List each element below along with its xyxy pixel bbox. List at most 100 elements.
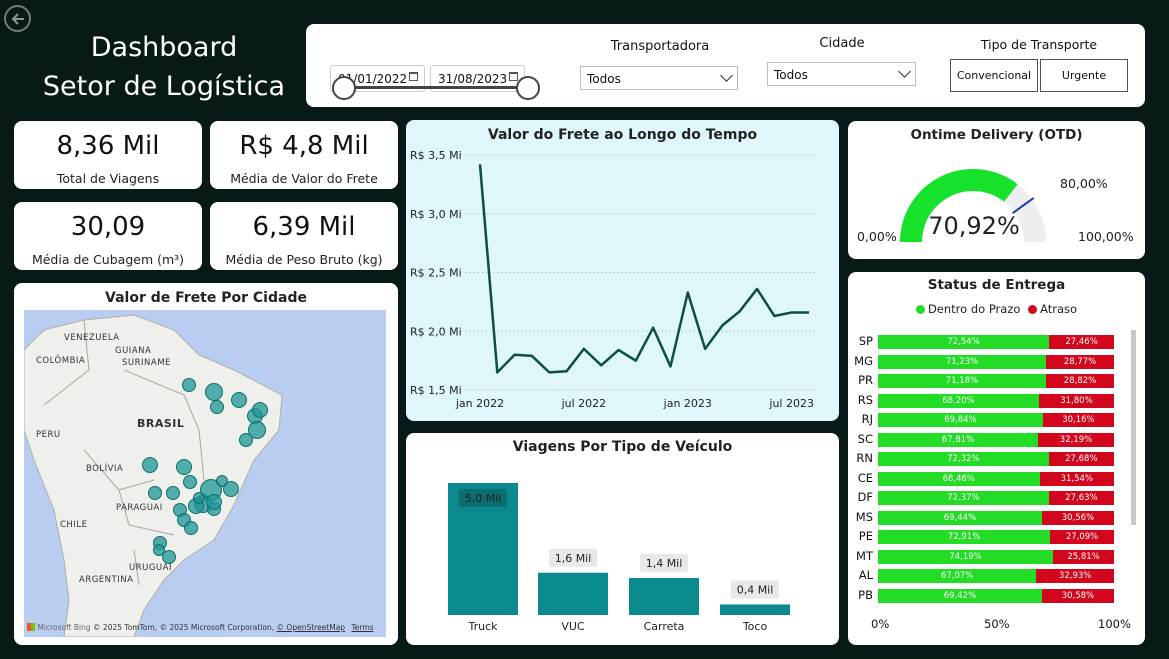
city-bubble[interactable] — [148, 486, 162, 500]
date-slider-handle-start[interactable] — [332, 76, 356, 100]
city-freight-map[interactable]: VENEZUELA COLÔMBIA GUIANA SURINAME BRASI… — [24, 310, 386, 637]
bar-on-time[interactable]: 69,42% — [878, 588, 1042, 603]
bar[interactable] — [629, 578, 699, 615]
bar-on-time[interactable]: 72,91% — [878, 530, 1051, 544]
map-label: CHILE — [60, 520, 88, 530]
bar-on-time[interactable]: 69,44% — [878, 510, 1042, 525]
bar-on-time[interactable]: 69,84% — [878, 413, 1043, 427]
city-bubble[interactable] — [206, 494, 222, 510]
attribution-text: © 2025 TomTom, © 2025 Microsoft Corporat… — [93, 623, 275, 632]
kpi-media-frete: R$ 4,8 Mil Média de Valor do Frete — [210, 121, 398, 189]
data-label: 0,4 Mil — [737, 583, 774, 596]
kpi-media-cubagem: 30,09 Média de Cubagem (m³) — [14, 202, 202, 270]
map-attribution: Microsoft Bing © 2025 TomTom, © 2025 Mic… — [27, 623, 374, 632]
bar-on-time[interactable]: 71,23% — [878, 354, 1047, 369]
bar-delayed[interactable]: 27,63% — [1048, 491, 1114, 505]
otd-max-label: 100,00% — [1078, 229, 1134, 244]
city-bubble[interactable] — [184, 521, 198, 535]
city-bubble[interactable] — [153, 544, 165, 556]
filter-bar: 01/01/2022 31/08/2023 Transportadora Tod… — [306, 24, 1145, 107]
bar-on-time[interactable]: 72,54% — [878, 335, 1050, 349]
bar[interactable] — [538, 572, 608, 615]
bar[interactable] — [720, 604, 790, 615]
bar-delayed[interactable]: 28,82% — [1045, 374, 1114, 388]
city-bubble[interactable] — [231, 392, 247, 408]
bar-delayed[interactable]: 31,80% — [1038, 393, 1114, 408]
status-scrollbar[interactable] — [1131, 330, 1136, 525]
city-bubble[interactable] — [239, 433, 253, 447]
bar-delayed[interactable]: 28,77% — [1046, 354, 1114, 369]
kpi-media-peso: 6,39 Mil Média de Peso Bruto (kg) — [210, 202, 398, 270]
city-bubble[interactable] — [252, 402, 268, 418]
bar-delayed[interactable]: 27,68% — [1048, 452, 1114, 466]
y-tick-label: R$ 3,5 Mi — [410, 149, 462, 162]
y-tick-label: R$ 2,0 Mi — [410, 325, 462, 338]
city-bubble[interactable] — [210, 400, 224, 414]
data-label-bg — [731, 580, 779, 599]
transportadora-dropdown[interactable]: Todos — [580, 66, 738, 90]
bar-on-time[interactable]: 71,18% — [878, 374, 1046, 388]
bar-delayed[interactable]: 32,19% — [1038, 432, 1114, 447]
cidade-dropdown[interactable]: Todos — [767, 62, 916, 86]
city-bubble[interactable] — [216, 475, 228, 487]
city-bubble[interactable] — [162, 550, 176, 564]
bar-on-time[interactable]: 68,46% — [878, 471, 1040, 486]
data-label: 1,4 Mil — [646, 557, 683, 570]
state-label: PR — [858, 373, 873, 387]
bar-on-time[interactable]: 67,07% — [878, 569, 1037, 583]
city-bubble[interactable] — [182, 378, 196, 392]
vehicle-bar-chart[interactable]: 5,0 Mil Truck 1,6 Mil VUC 1,4 Mil Carreta 0,4 … — [406, 433, 839, 645]
bar-delayed[interactable]: 27,09% — [1050, 530, 1114, 544]
bar-delayed[interactable]: 30,58% — [1041, 588, 1114, 603]
state-label: PE — [858, 529, 873, 543]
city-bubble[interactable] — [183, 475, 197, 489]
y-tick-label: R$ 3,0 Mi — [410, 208, 462, 221]
back-button[interactable] — [4, 5, 31, 32]
otd-gauge[interactable] — [848, 121, 1145, 259]
city-bubble[interactable] — [176, 459, 192, 475]
date-start-input[interactable]: 01/01/2022 — [330, 65, 425, 92]
bar-delayed[interactable]: 27,46% — [1049, 335, 1114, 349]
kpi-label: Média de Valor do Frete — [230, 171, 378, 186]
city-bubble[interactable] — [248, 421, 266, 439]
osm-link[interactable]: © OpenStreetMap — [276, 623, 346, 632]
tipo-convencional-button[interactable]: Convencional — [950, 59, 1038, 92]
bar-delayed[interactable]: 30,16% — [1042, 413, 1114, 427]
city-bubble[interactable] — [166, 486, 180, 500]
line-chart[interactable]: R$ 3,5 Mi R$ 3,0 Mi R$ 2,5 Mi R$ 2,0 Mi R$ 1… — [406, 120, 839, 421]
series-line[interactable] — [478, 164, 809, 374]
bar-delayed[interactable]: 25,81% — [1053, 549, 1114, 564]
bar-on-time[interactable]: 68,20% — [878, 393, 1039, 408]
bar-delayed[interactable]: 32,93% — [1036, 569, 1114, 583]
date-end-input[interactable]: 31/08/2023 — [430, 65, 525, 92]
page-title: Dashboard Setor de Logística — [42, 32, 286, 102]
line-chart-title: Valor do Frete ao Longo do Tempo — [487, 127, 758, 143]
x-tick-label: 100% — [1098, 617, 1131, 631]
state-label: RN — [856, 451, 873, 465]
tipo-transporte-label: Tipo de Transporte — [980, 37, 1098, 52]
city-bubble[interactable] — [142, 457, 158, 473]
kpi-value: R$ 4,8 Mil — [239, 131, 369, 161]
state-label: AL — [858, 568, 873, 582]
tipo-urgente-button[interactable]: Urgente — [1040, 59, 1128, 92]
bar-on-time[interactable]: 72,32% — [878, 452, 1049, 466]
data-label-bg — [640, 554, 688, 573]
status-chart-card: Status de Entrega Dentro do Prazo Atraso… — [848, 272, 1145, 645]
vehicle-chart-title: Viagens Por Tipo de Veículo — [512, 439, 733, 455]
bar-delayed[interactable]: 30,56% — [1041, 510, 1114, 525]
terms-link[interactable]: Terms — [351, 623, 374, 632]
bar-on-time[interactable]: 67,81% — [878, 432, 1039, 447]
bar-delayed[interactable]: 31,54% — [1039, 471, 1114, 486]
gauge-fill[interactable] — [900, 169, 1018, 242]
legend-dot-green-icon — [915, 305, 925, 314]
map-label: SURINAME — [122, 358, 171, 368]
state-label: MS — [855, 509, 873, 524]
city-bubble[interactable] — [193, 492, 205, 504]
city-bubble[interactable] — [205, 383, 223, 401]
y-tick-label: R$ 2,5 Mi — [410, 267, 462, 280]
city-bubble[interactable] — [223, 481, 239, 497]
bar-on-time[interactable]: 74,19% — [878, 549, 1054, 564]
bar-on-time[interactable]: 72,37% — [878, 491, 1049, 505]
category-label: Truck — [467, 620, 498, 633]
date-slider-handle-end[interactable] — [516, 76, 540, 100]
